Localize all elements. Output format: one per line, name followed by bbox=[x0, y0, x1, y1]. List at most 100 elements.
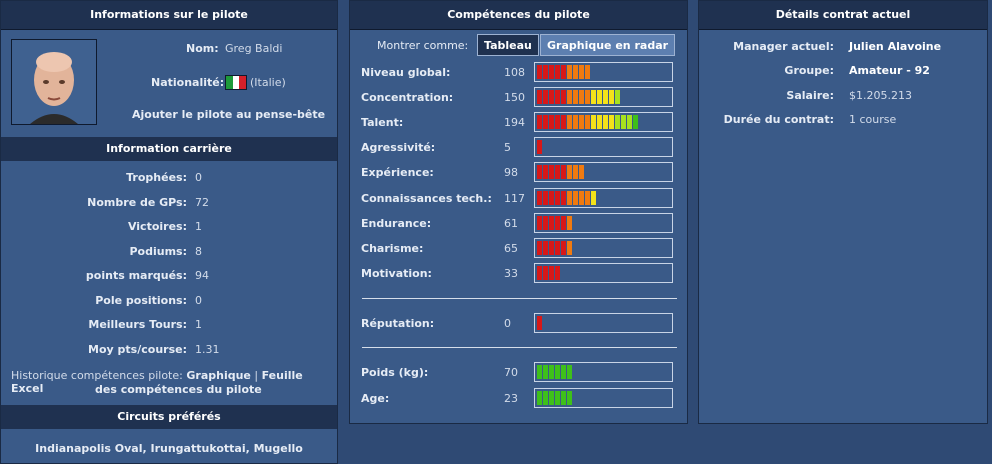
skill-row: Connaissances tech.: 117 bbox=[361, 188, 677, 210]
bar-segment bbox=[567, 65, 572, 79]
skill-bar bbox=[534, 238, 673, 258]
skill-bar bbox=[534, 263, 673, 283]
skill-label: Expérience: bbox=[361, 166, 434, 179]
name-label: Nom: bbox=[186, 42, 219, 55]
bar-segment bbox=[561, 241, 566, 255]
bar-segment bbox=[555, 266, 560, 280]
bar-segment bbox=[573, 90, 578, 104]
bar-segment bbox=[537, 191, 542, 205]
skill-bar bbox=[534, 162, 673, 182]
bar-segment bbox=[555, 391, 560, 405]
contract-row-label: Groupe: bbox=[784, 64, 834, 77]
career-row-value: 0 bbox=[195, 171, 202, 184]
bar-segment bbox=[567, 391, 572, 405]
skill-row: Réputation: 0 bbox=[361, 313, 677, 335]
history-prefix: Historique compétences pilote: bbox=[11, 369, 183, 382]
bar-segment bbox=[549, 216, 554, 230]
skill-value: 5 bbox=[504, 141, 511, 154]
show-as-label: Montrer comme: bbox=[377, 39, 469, 52]
bar-segment bbox=[555, 65, 560, 79]
tab-table[interactable]: Tableau bbox=[477, 34, 539, 56]
career-row: points marqués: 94 bbox=[1, 269, 339, 285]
nationality-label: Nationalité: bbox=[151, 76, 225, 89]
bar-segment bbox=[549, 391, 554, 405]
nationality-value: (Italie) bbox=[250, 76, 286, 89]
skill-label: Réputation: bbox=[361, 317, 435, 330]
contract-row-value: Amateur - 92 bbox=[849, 64, 930, 77]
bar-segment bbox=[543, 115, 548, 129]
bar-segment bbox=[591, 191, 596, 205]
history-separator: | bbox=[254, 369, 259, 382]
bar-segment bbox=[549, 266, 554, 280]
skill-value: 98 bbox=[504, 166, 518, 179]
bar-segment bbox=[561, 191, 566, 205]
tab-radar[interactable]: Graphique en radar bbox=[540, 34, 676, 56]
skill-row: Concentration: 150 bbox=[361, 87, 677, 109]
bar-segment bbox=[579, 90, 584, 104]
bar-segment bbox=[585, 65, 590, 79]
bar-segment bbox=[579, 165, 584, 179]
career-row-label: Pole positions: bbox=[95, 294, 187, 307]
skill-bar bbox=[534, 62, 673, 82]
bar-segment bbox=[543, 266, 548, 280]
bar-segment bbox=[579, 115, 584, 129]
bar-segment bbox=[543, 65, 548, 79]
skill-value: 70 bbox=[504, 366, 518, 379]
career-row-value: 1.31 bbox=[195, 343, 220, 356]
skill-value: 117 bbox=[504, 192, 525, 205]
career-row-label: Trophées: bbox=[126, 171, 187, 184]
bar-segment bbox=[609, 115, 614, 129]
bar-segment bbox=[543, 241, 548, 255]
pilot-info-panel: Informations sur le pilote Nom: Greg Bal… bbox=[0, 0, 338, 464]
career-row-value: 1 bbox=[195, 220, 202, 233]
skill-bar-fill bbox=[537, 191, 596, 205]
bar-segment bbox=[549, 90, 554, 104]
bar-segment bbox=[627, 115, 632, 129]
career-row-label: Moy pts/course: bbox=[88, 343, 187, 356]
bar-segment bbox=[537, 266, 542, 280]
bar-segment bbox=[543, 191, 548, 205]
skill-value: 65 bbox=[504, 242, 518, 255]
bar-segment bbox=[549, 115, 554, 129]
history-excel-link[interactable]: Feuille Excel bbox=[11, 369, 303, 395]
career-row-value: 94 bbox=[195, 269, 209, 282]
bar-segment bbox=[549, 191, 554, 205]
bar-segment bbox=[573, 191, 578, 205]
skill-bar bbox=[534, 313, 673, 333]
history-graph-link[interactable]: Graphique bbox=[186, 369, 251, 382]
circuits-title: Circuits préférés bbox=[1, 405, 337, 429]
skill-label: Connaissances tech.: bbox=[361, 192, 492, 205]
career-row-label: Nombre de GPs: bbox=[87, 196, 187, 209]
bar-segment bbox=[537, 365, 542, 379]
italy-flag-icon bbox=[225, 75, 247, 90]
pilot-photo bbox=[11, 39, 97, 125]
bar-segment bbox=[555, 191, 560, 205]
bar-segment bbox=[567, 165, 572, 179]
career-row-value: 8 bbox=[195, 245, 202, 258]
add-to-memo-link[interactable]: Ajouter le pilote au pense-bête bbox=[132, 108, 326, 121]
bar-segment bbox=[567, 191, 572, 205]
pilot-info-title: Informations sur le pilote bbox=[1, 1, 337, 30]
skill-bar-fill bbox=[537, 365, 572, 379]
bar-segment bbox=[567, 216, 572, 230]
skill-bar-fill bbox=[537, 241, 572, 255]
career-row-label: Podiums: bbox=[129, 245, 187, 258]
bar-segment bbox=[579, 65, 584, 79]
bar-segment bbox=[621, 115, 626, 129]
skill-bar-fill bbox=[537, 165, 584, 179]
bar-segment bbox=[567, 241, 572, 255]
bar-segment bbox=[537, 65, 542, 79]
skill-bar bbox=[534, 112, 673, 132]
contract-title: Détails contrat actuel bbox=[699, 1, 987, 30]
bar-segment bbox=[597, 115, 602, 129]
bar-segment bbox=[555, 165, 560, 179]
bar-segment bbox=[579, 191, 584, 205]
bar-segment bbox=[549, 65, 554, 79]
skill-value: 0 bbox=[504, 317, 511, 330]
divider bbox=[362, 347, 677, 348]
skill-label: Agressivité: bbox=[361, 141, 436, 154]
skill-bar-fill bbox=[537, 140, 542, 154]
bar-segment bbox=[543, 90, 548, 104]
history-excel-link-continued[interactable]: des compétences du pilote bbox=[95, 383, 262, 396]
bar-segment bbox=[585, 90, 590, 104]
